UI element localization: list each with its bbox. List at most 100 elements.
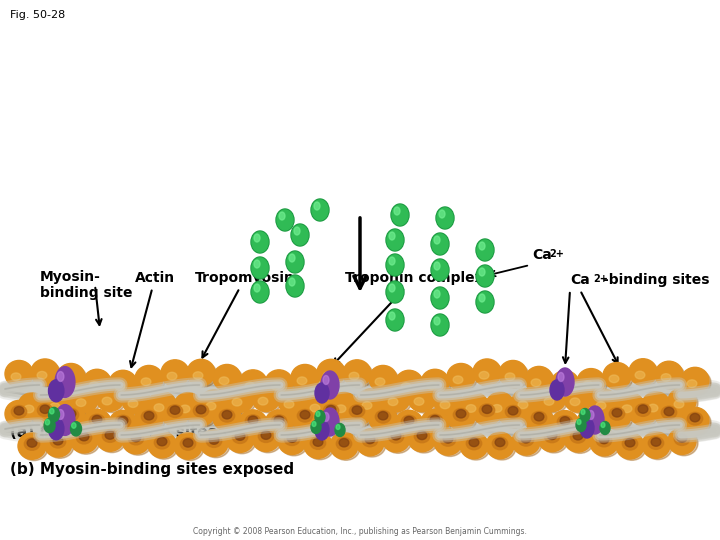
Ellipse shape [477, 266, 493, 286]
Ellipse shape [297, 409, 312, 422]
Ellipse shape [432, 260, 448, 280]
Ellipse shape [96, 425, 124, 451]
Ellipse shape [499, 401, 527, 427]
Ellipse shape [432, 234, 448, 254]
Ellipse shape [48, 380, 64, 402]
Ellipse shape [345, 362, 373, 388]
Ellipse shape [335, 423, 345, 436]
Ellipse shape [293, 367, 321, 393]
Ellipse shape [280, 390, 308, 416]
Ellipse shape [48, 407, 60, 422]
Ellipse shape [311, 199, 329, 221]
Ellipse shape [439, 210, 445, 218]
Ellipse shape [482, 405, 492, 414]
Ellipse shape [436, 207, 454, 229]
Ellipse shape [460, 432, 488, 459]
Ellipse shape [315, 420, 329, 440]
Ellipse shape [404, 416, 414, 425]
Ellipse shape [570, 398, 580, 406]
Ellipse shape [581, 409, 585, 415]
Ellipse shape [518, 434, 534, 446]
Ellipse shape [605, 365, 633, 390]
Ellipse shape [53, 436, 63, 445]
Ellipse shape [154, 436, 170, 449]
Ellipse shape [180, 405, 190, 413]
Ellipse shape [437, 208, 453, 228]
Ellipse shape [540, 428, 568, 453]
Ellipse shape [668, 388, 696, 414]
Ellipse shape [609, 375, 619, 383]
Ellipse shape [323, 404, 338, 417]
Ellipse shape [294, 227, 300, 235]
Ellipse shape [683, 370, 711, 395]
Ellipse shape [434, 290, 440, 298]
Ellipse shape [414, 430, 430, 443]
Ellipse shape [323, 375, 329, 384]
Ellipse shape [323, 372, 333, 380]
Ellipse shape [534, 413, 544, 421]
Ellipse shape [71, 423, 76, 428]
Ellipse shape [410, 428, 438, 453]
Ellipse shape [150, 434, 178, 459]
Ellipse shape [432, 288, 448, 308]
Ellipse shape [631, 361, 659, 387]
Ellipse shape [467, 437, 482, 450]
Ellipse shape [228, 389, 256, 414]
Ellipse shape [564, 426, 592, 452]
Ellipse shape [447, 403, 475, 430]
Ellipse shape [284, 400, 294, 408]
Ellipse shape [343, 360, 371, 387]
Ellipse shape [683, 410, 711, 435]
Ellipse shape [187, 359, 215, 386]
Ellipse shape [527, 409, 555, 434]
Ellipse shape [24, 405, 34, 413]
Ellipse shape [85, 372, 113, 397]
Ellipse shape [369, 366, 397, 392]
Ellipse shape [387, 255, 403, 275]
Ellipse shape [189, 362, 217, 387]
Ellipse shape [37, 404, 53, 416]
Ellipse shape [239, 370, 267, 396]
Ellipse shape [436, 392, 464, 416]
Ellipse shape [387, 282, 403, 302]
Ellipse shape [278, 388, 306, 415]
Ellipse shape [657, 404, 685, 429]
Ellipse shape [254, 260, 260, 268]
Ellipse shape [432, 315, 448, 335]
Ellipse shape [421, 369, 449, 396]
Ellipse shape [304, 432, 332, 458]
Ellipse shape [362, 434, 378, 447]
Ellipse shape [456, 409, 466, 418]
Ellipse shape [688, 413, 703, 425]
Ellipse shape [267, 413, 295, 438]
Ellipse shape [286, 251, 304, 273]
Ellipse shape [434, 236, 440, 244]
Ellipse shape [183, 438, 193, 447]
Ellipse shape [226, 426, 254, 453]
Ellipse shape [163, 362, 191, 388]
Ellipse shape [642, 392, 670, 418]
Ellipse shape [76, 399, 86, 407]
Ellipse shape [315, 383, 329, 403]
Ellipse shape [434, 262, 440, 270]
Ellipse shape [668, 428, 696, 455]
Ellipse shape [441, 434, 456, 446]
Ellipse shape [44, 430, 72, 457]
Ellipse shape [476, 291, 494, 313]
Ellipse shape [434, 317, 440, 325]
Ellipse shape [644, 434, 672, 460]
Ellipse shape [50, 408, 54, 414]
Ellipse shape [254, 388, 282, 413]
Ellipse shape [252, 385, 280, 411]
Ellipse shape [375, 410, 391, 423]
Ellipse shape [89, 414, 104, 427]
Ellipse shape [544, 397, 554, 405]
Ellipse shape [551, 410, 579, 437]
Ellipse shape [20, 395, 48, 421]
Ellipse shape [189, 402, 217, 427]
Ellipse shape [271, 415, 287, 428]
Ellipse shape [277, 210, 293, 230]
Ellipse shape [278, 428, 306, 455]
Ellipse shape [596, 402, 606, 409]
Ellipse shape [48, 418, 64, 440]
